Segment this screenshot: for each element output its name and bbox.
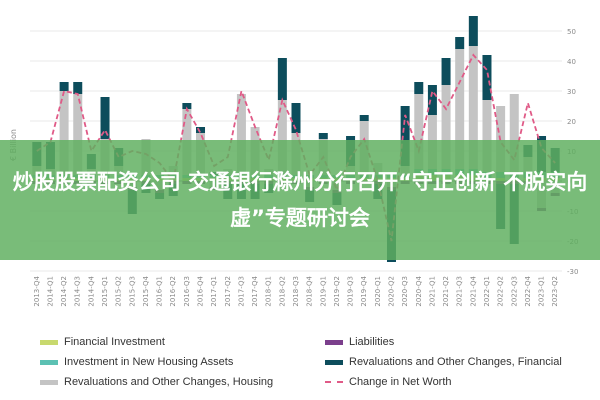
x-tick-label: 2019-Q1 (319, 276, 327, 307)
y-tick-label: 30 (567, 88, 576, 96)
y-tick-label: -30 (567, 268, 578, 276)
x-tick-label: 2014-Q4 (87, 275, 95, 306)
x-tick-label: 2022-Q4 (524, 275, 532, 306)
x-tick-label: 2018-Q1 (265, 276, 273, 307)
bar-revaluations-and-other-changes-housing (277, 100, 287, 175)
x-tick-label: 2017-Q4 (251, 275, 259, 306)
bar-revaluations-and-other-changes-housing (468, 46, 478, 169)
x-tick-label: 2019-Q4 (360, 275, 368, 306)
x-tick-label: 2018-Q4 (306, 275, 314, 306)
legend-label: Change in Net Worth (349, 376, 452, 388)
x-tick-label: 2022-Q2 (497, 276, 505, 307)
x-tick-label: 2021-Q1 (428, 276, 436, 307)
bar-revaluations-and-other-changes-financial (482, 55, 492, 100)
x-tick-label: 2020-Q3 (401, 276, 409, 307)
legend-item-net-worth: Change in Net Worth (325, 376, 452, 388)
bar-revaluations-and-other-changes-financial (277, 58, 287, 100)
x-tick-label: 2014-Q3 (74, 276, 82, 307)
bar-revaluations-and-other-changes-housing (73, 94, 83, 175)
legend-swatch (40, 359, 58, 365)
bar-revaluations-and-other-changes-financial (455, 37, 465, 49)
x-tick-label: 2021-Q4 (469, 275, 477, 306)
x-tick-label: 2019-Q2 (333, 276, 341, 307)
legend: Financial Investment Liabilities Investm… (0, 333, 600, 393)
overlay-banner: 炒股股票配资公司 交通银行滁州分行召开“守正创新 不脱实向虚”专题研讨会 (0, 140, 600, 260)
bar-revaluations-and-other-changes-financial (73, 82, 83, 94)
x-tick-label: 2019-Q3 (347, 276, 355, 307)
x-tick-label: 2014-Q2 (60, 276, 68, 307)
bar-revaluations-and-other-changes-financial (441, 58, 451, 85)
x-tick-label: 2021-Q3 (456, 276, 464, 307)
legend-label: Revaluations and Other Changes, Housing (64, 376, 274, 388)
x-tick-label: 2015-Q1 (101, 276, 109, 307)
x-tick-label: 2015-Q2 (115, 276, 123, 307)
x-tick-label: 2023-Q1 (538, 276, 546, 307)
x-tick-label: 2016-Q4 (197, 275, 205, 306)
y-tick-label: 20 (567, 118, 576, 126)
legend-item-financial-investment: Financial Investment (40, 336, 165, 348)
x-tick-label: 2022-Q1 (483, 276, 491, 307)
legend-swatch (325, 359, 343, 365)
y-tick-label: 40 (567, 58, 576, 66)
x-tick-labels: 2013-Q4 2014-Q1 2014-Q2 2014-Q3 2014-Q4 2015-… (33, 275, 559, 306)
x-tick-label: 2020-Q1 (374, 276, 382, 307)
bar-revaluations-and-other-changes-financial (100, 97, 110, 139)
bar-revaluations-and-other-changes-housing (482, 100, 492, 172)
legend-swatch (40, 339, 58, 345)
bar-revaluations-and-other-changes-financial (59, 82, 69, 91)
legend-item-reval-housing: Revaluations and Other Changes, Housing (40, 376, 273, 388)
legend-swatch (325, 339, 343, 345)
x-tick-label: 2021-Q2 (442, 276, 450, 307)
bar-revaluations-and-other-changes-financial (196, 127, 206, 133)
legend-label: Financial Investment (64, 336, 165, 348)
x-tick-label: 2023-Q2 (551, 276, 559, 307)
legend-item-liabilities: Liabilities (325, 336, 394, 348)
x-tick-label: 2017-Q3 (237, 276, 245, 307)
legend-label: Investment in New Housing Assets (64, 356, 234, 368)
bar-revaluations-and-other-changes-financial (400, 106, 410, 166)
legend-swatch-dashed (325, 381, 343, 383)
y-tick-label: 50 (567, 28, 576, 36)
legend-item-new-housing: Investment in New Housing Assets (40, 356, 233, 368)
x-tick-label: 2016-Q1 (156, 276, 164, 307)
x-tick-label: 2018-Q2 (278, 276, 286, 307)
bar-revaluations-and-other-changes-financial (291, 103, 301, 133)
bar-revaluations-and-other-changes-financial (318, 133, 328, 139)
x-tick-label: 2013-Q4 (33, 275, 41, 306)
x-tick-label: 2016-Q2 (169, 276, 177, 307)
x-tick-label: 2014-Q1 (46, 276, 54, 307)
legend-label: Liabilities (349, 336, 395, 348)
bar-revaluations-and-other-changes-housing (441, 85, 451, 169)
bar-revaluations-and-other-changes-housing (509, 94, 519, 172)
x-tick-label: 2015-Q4 (142, 275, 150, 306)
bar-revaluations-and-other-changes-housing (414, 94, 424, 169)
legend-label: Revaluations and Other Changes, Financia… (349, 356, 562, 368)
bar-revaluations-and-other-changes-financial (359, 115, 369, 121)
x-tick-label: 2022-Q3 (510, 276, 518, 307)
x-tick-label: 2017-Q1 (210, 276, 218, 307)
legend-swatch (40, 379, 58, 385)
legend-item-reval-financial: Revaluations and Other Changes, Financia… (325, 356, 562, 368)
x-tick-label: 2020-Q4 (415, 275, 423, 306)
x-tick-label: 2018-Q3 (292, 276, 300, 307)
bar-revaluations-and-other-changes-financial (182, 103, 192, 109)
bar-revaluations-and-other-changes-housing (455, 49, 465, 169)
overlay-headline: 炒股股票配资公司 交通银行滁州分行召开“守正创新 不脱实向虚”专题研讨会 (12, 170, 588, 230)
x-tick-label: 2020-Q2 (387, 276, 395, 307)
x-tick-label: 2016-Q3 (183, 276, 191, 307)
bar-revaluations-and-other-changes-housing (59, 91, 69, 175)
bar-revaluations-and-other-changes-financial (468, 16, 478, 46)
bar-revaluations-and-other-changes-financial (414, 82, 424, 94)
x-tick-label: 2015-Q3 (128, 276, 136, 307)
bar-revaluations-and-other-changes-housing (236, 94, 246, 175)
bar-revaluations-and-other-changes-financial (427, 85, 437, 115)
x-tick-label: 2017-Q2 (224, 276, 232, 307)
